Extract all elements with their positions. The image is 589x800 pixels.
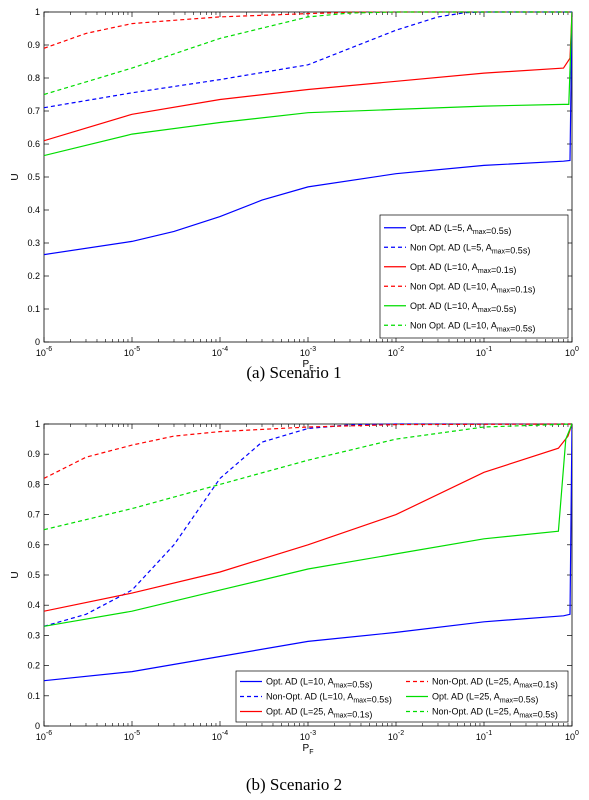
y-tick-label: 0.1 — [27, 304, 40, 314]
legend-box — [235, 670, 569, 723]
chart-scenario-1: 10-6 10-5 10-4 10-3 10-2 10-1 100 0 0.1 0.2 0.3 0.4… — [10, 7, 579, 372]
x-tick-label: 10-5 — [124, 730, 140, 742]
y-tick-label: 0.3 — [27, 630, 40, 640]
y-tick-label: 0.5 — [27, 570, 40, 580]
series-line-3 — [44, 423, 572, 479]
y-tick-label: 0.8 — [27, 73, 40, 83]
series-line-5 — [44, 11, 572, 96]
x-tick-label: 10-3 — [300, 346, 316, 358]
y-tick-label: 1 — [35, 419, 40, 429]
y-tick-label: 0.7 — [27, 106, 40, 116]
y-tick-label: 0.3 — [27, 238, 40, 248]
chart-scenario-2: 10-6 10-5 10-4 10-3 10-2 10-1 100 0 0.1 0.2 0.3 0.4… — [10, 419, 579, 756]
series-line-0 — [44, 11, 572, 256]
y-tick-label: 0.2 — [27, 661, 40, 671]
y-tick-label: 0.7 — [27, 510, 40, 520]
x-tick-label: 10-6 — [36, 346, 52, 358]
y-tick-label: 0.2 — [27, 271, 40, 281]
x-tick-label: 10-4 — [212, 346, 228, 358]
legend-box — [379, 214, 569, 339]
legend-label: Non-Opt. AD (L=25, Amax=0.1s) — [432, 677, 558, 690]
series-line-2 — [44, 423, 572, 612]
series-line-5 — [44, 423, 572, 531]
series-line-0 — [44, 423, 572, 682]
legend-label: Opt. AD (L=5, Amax=0.5s) — [410, 223, 511, 236]
y-tick-label: 0.5 — [27, 172, 40, 182]
legend-label: Non Opt. AD (L=10, Amax=0.1s) — [410, 281, 535, 294]
x-tick-label: 10-4 — [212, 730, 228, 742]
legend-label: Non Opt. AD (L=10, Amax=0.5s) — [410, 320, 535, 333]
legend: Opt. AD (L=5, Amax=0.5s) Non Opt. AD (L=5… — [379, 214, 569, 339]
y-axis-label: U — [10, 173, 21, 180]
legend-label: Opt. AD (L=10, Amax=0.5s) — [266, 677, 372, 690]
y-tick-label: 0.4 — [27, 600, 40, 610]
x-tick-label: 10-5 — [124, 346, 140, 358]
x-axis-label: PF — [303, 359, 314, 372]
caption-scenario-1: (a) Scenario 1 — [246, 363, 341, 382]
legend-label: Non-Opt. AD (L=25, Amax=0.5s) — [432, 707, 558, 720]
legend-label: Non Opt. AD (L=5, Amax=0.5s) — [410, 242, 530, 255]
y-tick-label: 0.6 — [27, 139, 40, 149]
series-line-4 — [44, 11, 572, 157]
legend-label: Opt. AD (L=10, Amax=0.5s) — [410, 301, 516, 314]
y-tick-label: 0 — [35, 337, 40, 347]
y-tick-label: 0.4 — [27, 205, 40, 215]
y-tick-label: 0.6 — [27, 540, 40, 550]
legend-label: Non-Opt. AD (L=10, Amax=0.5s) — [266, 692, 392, 705]
x-tick-label: 10-2 — [388, 346, 404, 358]
y-tick-label: 0.9 — [27, 449, 40, 459]
y-tick-label: 1 — [35, 7, 40, 17]
x-tick-label: 100 — [565, 346, 579, 358]
y-tick-label: 0.9 — [27, 40, 40, 50]
series-line-2 — [44, 11, 572, 142]
series-line-4 — [44, 423, 572, 627]
y-tick-label: 0.1 — [27, 691, 40, 701]
y-tick-label: 0.8 — [27, 479, 40, 489]
legend-label: Opt. AD (L=25, Amax=0.5s) — [432, 692, 538, 705]
x-axis-label: PF — [303, 743, 314, 756]
series-line-1 — [44, 423, 572, 627]
x-tick-label: 10-2 — [388, 730, 404, 742]
y-axis-label: U — [10, 571, 21, 578]
caption-scenario-2: (b) Scenario 2 — [246, 775, 342, 794]
y-tick-label: 0 — [35, 721, 40, 731]
legend-label: Opt. AD (L=25, Amax=0.1s) — [266, 707, 372, 720]
x-tick-label: 10-6 — [36, 730, 52, 742]
legend-label: Opt. AD (L=10, Amax=0.1s) — [410, 262, 516, 275]
legend: Opt. AD (L=10, Amax=0.5s) Non-Opt. AD (L=… — [235, 670, 569, 723]
x-tick-label: 10-1 — [476, 346, 492, 358]
x-tick-label: 10-1 — [476, 730, 492, 742]
x-tick-label: 10-3 — [300, 730, 316, 742]
x-tick-label: 100 — [565, 730, 579, 742]
